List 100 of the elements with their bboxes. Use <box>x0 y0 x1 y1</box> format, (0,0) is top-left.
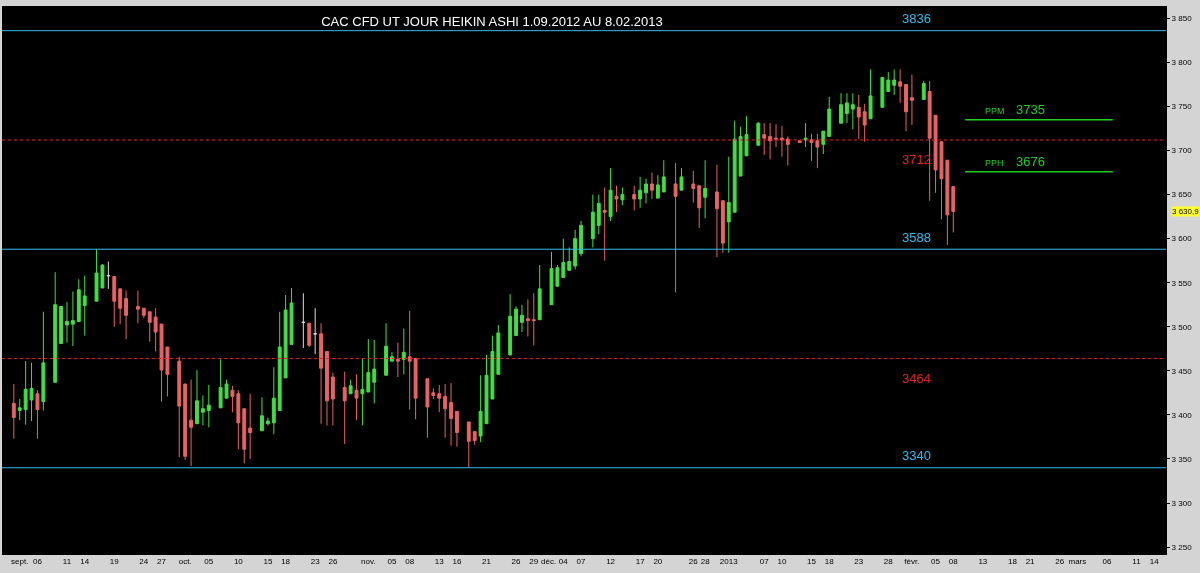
candlestick <box>951 186 956 233</box>
candlestick <box>147 311 152 343</box>
candlestick <box>762 122 767 156</box>
candlestick <box>82 275 87 337</box>
x-tick-label: 26 <box>328 557 338 566</box>
x-tick-label: 04 <box>558 557 569 566</box>
candlestick <box>11 383 16 440</box>
x-tick-label: sept. <box>11 557 29 566</box>
x-tick-label: 20 <box>653 557 663 566</box>
x-tick-label: 2013 <box>719 557 739 566</box>
candlestick <box>277 311 282 411</box>
x-tick-label: 14 <box>80 557 90 566</box>
candlestick <box>195 369 199 425</box>
candlestick <box>720 200 725 254</box>
x-tick-label: 06 <box>1102 557 1112 566</box>
ref-line-label: 3340 <box>902 448 931 463</box>
candlestick <box>401 328 406 375</box>
candlestick <box>384 322 389 376</box>
y-tick-label: 3 400 <box>1171 410 1193 420</box>
x-tick-label: mars <box>1068 557 1087 566</box>
candlestick <box>35 389 40 440</box>
series-label: PPH <box>985 158 1004 168</box>
candlestick <box>697 185 702 229</box>
candlestick <box>413 357 418 420</box>
candlestick <box>880 76 885 108</box>
candlestick <box>242 408 247 464</box>
candlestick <box>779 125 784 158</box>
candlestick <box>679 167 684 191</box>
y-tick-label: 3 250 <box>1171 542 1193 552</box>
candlestick <box>525 298 530 337</box>
candlestick <box>650 172 654 200</box>
text: 3 630,9 <box>1172 207 1200 216</box>
series-label: PPM <box>985 106 1005 116</box>
candlestick <box>472 431 477 446</box>
y-tick-label: 3 850 <box>1171 14 1193 24</box>
candlestick <box>200 395 205 426</box>
candlestick <box>785 135 790 166</box>
x-tick-label: 18 <box>1007 557 1018 566</box>
ref-line-label: 3836 <box>902 11 931 26</box>
candlestick <box>112 276 117 328</box>
candlestick <box>271 366 276 435</box>
x-tick-label: 06 <box>33 557 43 566</box>
candlestick <box>862 103 867 143</box>
x-tick-label: 16 <box>452 557 462 566</box>
y-tick-label: 3 600 <box>1171 234 1193 244</box>
candlestick <box>756 121 761 146</box>
candlestick <box>319 322 324 425</box>
y-tick-label: 3 750 <box>1171 102 1193 112</box>
y-tick-label: 3 650 <box>1171 190 1193 200</box>
candlestick <box>921 80 926 100</box>
candlestick <box>70 291 75 347</box>
candlestick <box>909 74 914 126</box>
candlestick <box>407 310 412 411</box>
x-tick-label: 13 <box>434 557 445 566</box>
candlestick <box>691 170 696 204</box>
x-tick-label: 23 <box>310 557 321 566</box>
candlestick <box>856 94 861 140</box>
candlestick <box>803 122 808 148</box>
candlestick <box>53 271 58 383</box>
candlestick <box>443 383 448 439</box>
candlestick <box>644 178 648 204</box>
x-tick-label: 26 <box>511 557 522 566</box>
x-tick-label: oct. <box>178 557 192 566</box>
x-tick-label: 17 <box>635 557 646 566</box>
annotation: 3735 <box>1016 102 1045 117</box>
candlestick <box>106 261 111 290</box>
candlestick <box>868 68 873 120</box>
candlestick <box>514 306 518 337</box>
x-tick-label: 07 <box>576 557 587 566</box>
candlestick <box>437 384 442 413</box>
x-tick-label: 18 <box>281 557 291 566</box>
candlestick <box>844 92 849 124</box>
candlestick <box>821 130 826 155</box>
candlestick <box>313 307 318 355</box>
candlestick <box>395 342 400 378</box>
x-tick-label: 10 <box>777 557 787 566</box>
candlestick <box>260 396 264 432</box>
x-tick-label: 11 <box>62 557 72 566</box>
candlestick <box>827 96 832 137</box>
candlestick <box>715 164 719 258</box>
candlestick <box>330 372 335 426</box>
text: CAC CFD UT JOUR HEIKIN ASHI 1.09.2012 AU 8.02.2013 <box>321 14 663 30</box>
candlestick <box>567 246 572 271</box>
candlestick <box>183 383 188 461</box>
candlestick <box>59 306 64 345</box>
candlestick <box>135 290 140 324</box>
candlestick <box>850 92 855 130</box>
x-tick-label: 05 <box>387 557 397 566</box>
y-tick-label: 3 450 <box>1171 366 1193 376</box>
x-tick-label: 08 <box>948 557 959 566</box>
x-tick-label: 11 <box>1132 557 1142 566</box>
candlestick <box>508 293 513 356</box>
candlestick <box>390 351 394 362</box>
candlestick <box>590 194 595 248</box>
x-tick-label: 12 <box>606 557 616 566</box>
candlestick <box>726 156 731 254</box>
y-tick-label: 3 700 <box>1171 146 1193 156</box>
candlestick <box>620 187 625 206</box>
x-tick-label: 08 <box>405 557 415 566</box>
candlestick <box>774 123 778 148</box>
